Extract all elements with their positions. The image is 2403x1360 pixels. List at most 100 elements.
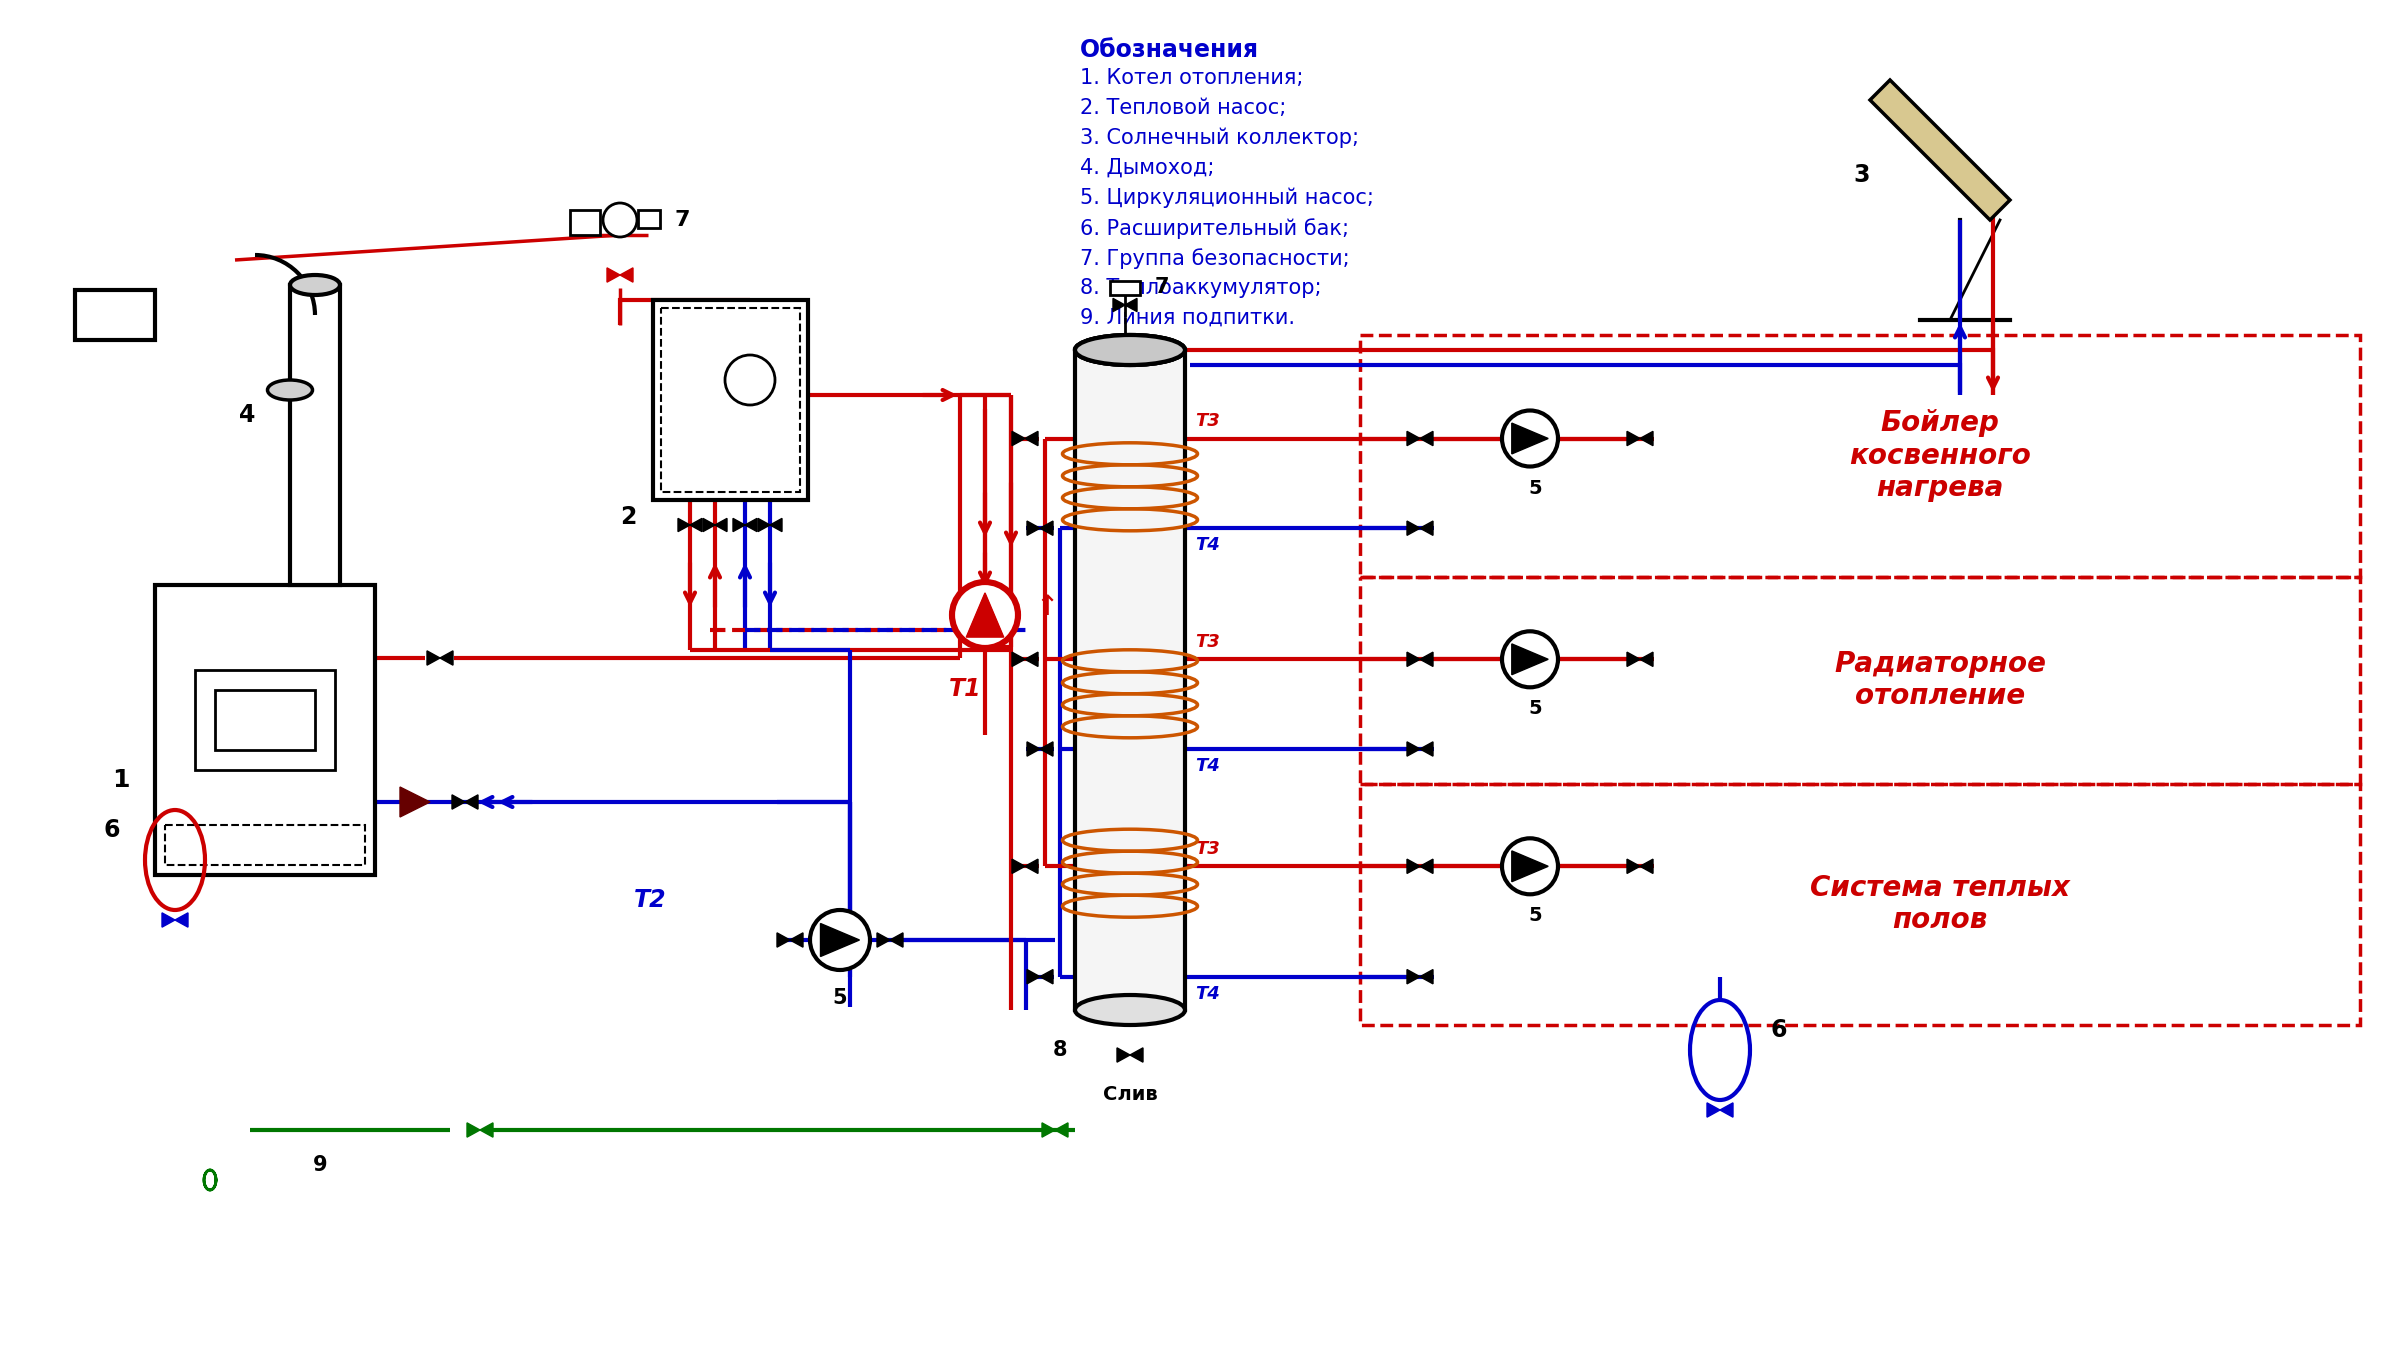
- Polygon shape: [776, 933, 791, 947]
- Text: 1: 1: [113, 768, 130, 792]
- Polygon shape: [1026, 860, 1038, 873]
- Text: 6. Расширительный бак;: 6. Расширительный бак;: [1079, 218, 1348, 239]
- Bar: [1110, 282, 1139, 295]
- Polygon shape: [1706, 1103, 1721, 1117]
- Text: 6: 6: [103, 817, 120, 842]
- Ellipse shape: [291, 275, 339, 295]
- Polygon shape: [1125, 298, 1137, 311]
- Text: 2. Тепловой насос;: 2. Тепловой насос;: [1079, 98, 1286, 118]
- Ellipse shape: [1074, 996, 1185, 1025]
- Bar: [195, 670, 334, 770]
- Text: 7: 7: [675, 209, 690, 230]
- Text: 5: 5: [834, 987, 848, 1008]
- Circle shape: [1502, 631, 1557, 687]
- Text: 3. Солнечный коллектор;: 3. Солнечный коллектор;: [1079, 128, 1360, 148]
- Ellipse shape: [267, 379, 312, 400]
- Polygon shape: [466, 1123, 481, 1137]
- Polygon shape: [733, 518, 745, 532]
- Bar: [654, 301, 807, 500]
- Text: T4: T4: [1194, 758, 1221, 775]
- Polygon shape: [757, 518, 769, 532]
- Polygon shape: [745, 518, 757, 532]
- Polygon shape: [819, 923, 860, 956]
- Polygon shape: [608, 268, 620, 282]
- Polygon shape: [1511, 643, 1548, 675]
- Polygon shape: [1012, 653, 1026, 666]
- Polygon shape: [769, 518, 781, 532]
- Polygon shape: [1408, 860, 1420, 873]
- Text: 6: 6: [1771, 1019, 1785, 1042]
- Polygon shape: [1627, 860, 1639, 873]
- Circle shape: [810, 910, 870, 970]
- Text: 8. Теплоаккумулятор;: 8. Теплоаккумулятор;: [1079, 277, 1322, 298]
- Text: T2: T2: [634, 888, 666, 913]
- Circle shape: [603, 203, 637, 237]
- Polygon shape: [1420, 741, 1432, 756]
- Polygon shape: [175, 913, 187, 928]
- Polygon shape: [1408, 431, 1420, 446]
- Polygon shape: [1012, 860, 1026, 873]
- Ellipse shape: [1074, 335, 1185, 364]
- Text: 7: 7: [1156, 277, 1170, 296]
- Text: 8: 8: [1053, 1040, 1067, 1059]
- Polygon shape: [1420, 970, 1432, 983]
- Bar: [156, 585, 375, 874]
- Polygon shape: [1511, 423, 1548, 454]
- Polygon shape: [1639, 653, 1653, 666]
- Polygon shape: [452, 794, 466, 809]
- Text: T3: T3: [1194, 412, 1221, 431]
- Polygon shape: [399, 787, 430, 817]
- Polygon shape: [466, 794, 478, 809]
- Text: 9: 9: [312, 1155, 327, 1175]
- Polygon shape: [1639, 860, 1653, 873]
- Polygon shape: [620, 268, 632, 282]
- Polygon shape: [1113, 298, 1125, 311]
- Text: T1: T1: [949, 677, 980, 702]
- Polygon shape: [1420, 521, 1432, 536]
- Polygon shape: [1026, 741, 1040, 756]
- Circle shape: [1502, 411, 1557, 466]
- Text: 5: 5: [1528, 906, 1543, 925]
- Polygon shape: [1026, 970, 1040, 983]
- Polygon shape: [1040, 741, 1053, 756]
- Bar: [291, 286, 339, 585]
- Polygon shape: [1117, 1047, 1129, 1062]
- Polygon shape: [1408, 970, 1420, 983]
- Text: 5: 5: [1528, 699, 1543, 718]
- Text: 7. Группа безопасности;: 7. Группа безопасности;: [1079, 248, 1350, 269]
- Text: Обозначения: Обозначения: [1079, 38, 1259, 63]
- Circle shape: [1502, 838, 1557, 895]
- Polygon shape: [1408, 741, 1420, 756]
- Text: 9. Линия подпитки.: 9. Линия подпитки.: [1079, 307, 1295, 328]
- Bar: [1074, 350, 1185, 1010]
- Polygon shape: [1627, 431, 1639, 446]
- Polygon shape: [1420, 431, 1432, 446]
- Text: 4: 4: [238, 403, 255, 427]
- Text: 2: 2: [620, 505, 637, 529]
- Text: T4: T4: [1194, 536, 1221, 555]
- Polygon shape: [690, 518, 702, 532]
- Bar: [166, 826, 365, 865]
- Polygon shape: [1040, 970, 1053, 983]
- Text: 1. Котел отопления;: 1. Котел отопления;: [1079, 68, 1302, 88]
- Circle shape: [954, 583, 1016, 647]
- Polygon shape: [678, 518, 690, 532]
- Polygon shape: [1055, 1123, 1067, 1137]
- Polygon shape: [440, 651, 454, 665]
- Text: T3: T3: [1194, 634, 1221, 651]
- Bar: [1360, 783, 2360, 1025]
- Bar: [1360, 335, 2360, 577]
- Polygon shape: [704, 518, 716, 532]
- Polygon shape: [1012, 431, 1026, 446]
- Polygon shape: [1043, 1123, 1055, 1137]
- Polygon shape: [481, 1123, 493, 1137]
- Text: 5. Циркуляционный насос;: 5. Циркуляционный насос;: [1079, 188, 1375, 208]
- Polygon shape: [1026, 521, 1040, 536]
- Polygon shape: [1639, 431, 1653, 446]
- Bar: [74, 290, 156, 340]
- Polygon shape: [161, 913, 175, 928]
- Polygon shape: [889, 933, 904, 947]
- Polygon shape: [968, 594, 1002, 636]
- Text: 3: 3: [1853, 163, 1870, 188]
- Polygon shape: [1026, 431, 1038, 446]
